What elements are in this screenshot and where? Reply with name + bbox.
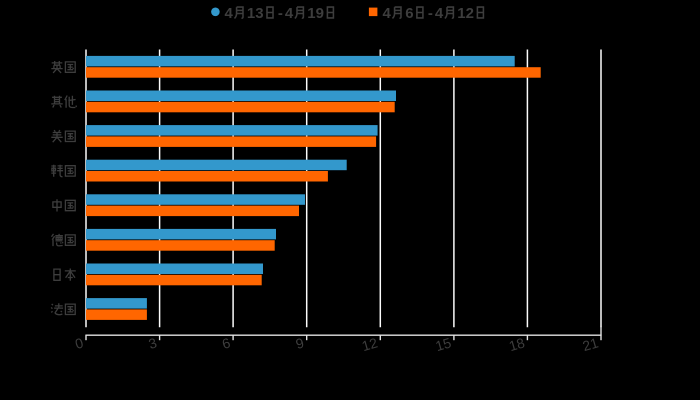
- svg-text:12: 12: [457, 5, 474, 22]
- svg-text:19: 19: [307, 5, 324, 22]
- svg-text:6: 6: [220, 334, 232, 352]
- svg-text:4: 4: [225, 5, 234, 22]
- svg-text:6: 6: [405, 5, 413, 22]
- svg-text:4: 4: [383, 5, 392, 22]
- svg-text:15: 15: [434, 334, 454, 354]
- svg-text:12: 12: [360, 334, 380, 354]
- svg-text:4: 4: [435, 5, 444, 22]
- svg-text:9: 9: [294, 334, 306, 352]
- svg-text:0: 0: [73, 334, 85, 352]
- svg-text:13: 13: [247, 5, 264, 22]
- svg-text:18: 18: [507, 334, 527, 354]
- svg-text:4: 4: [285, 5, 294, 22]
- svg-text:-: -: [278, 5, 283, 22]
- svg-text:21: 21: [581, 334, 601, 354]
- svg-text:-: -: [428, 5, 433, 22]
- svg-text:3: 3: [147, 334, 159, 352]
